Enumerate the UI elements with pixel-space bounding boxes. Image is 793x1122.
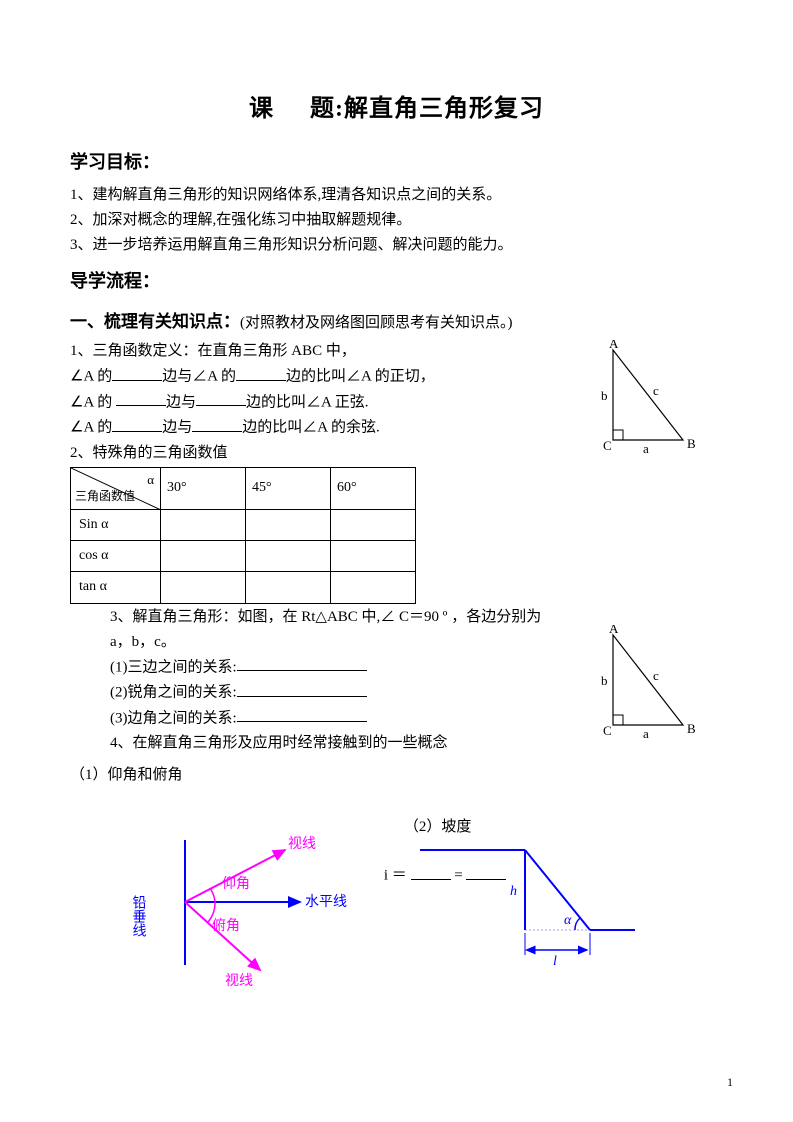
blank-field[interactable] xyxy=(112,415,162,432)
slope-l-label: l xyxy=(553,954,557,969)
table-cell[interactable] xyxy=(161,572,246,603)
blank-field[interactable] xyxy=(116,390,166,407)
slope-alpha-label: α xyxy=(564,913,572,928)
triangle-vertex-A: A xyxy=(609,625,619,636)
concept1-text: （1）仰角和俯角 xyxy=(70,763,723,787)
table-cell[interactable] xyxy=(331,509,416,540)
flow-header: 导学流程： xyxy=(70,267,723,296)
triangle-side-a: a xyxy=(643,726,649,741)
sight-line-label: 视线 xyxy=(288,836,316,852)
table-col-header: 30° xyxy=(161,467,246,509)
table-row: Sin α xyxy=(71,509,416,540)
triangle-vertex-B: B xyxy=(687,436,696,451)
elevation-angle-label: 仰角 xyxy=(222,876,250,892)
table-col-header: 60° xyxy=(331,467,416,509)
table-col-header: 45° xyxy=(246,467,331,509)
slope-h-label: h xyxy=(510,884,517,899)
elevation-angle-figure: 铅垂线 水平线 视线 视线 仰角 俯角 xyxy=(130,830,360,998)
triangle-side-b: b xyxy=(601,388,608,403)
right-triangle-figure-2: A B C a b c xyxy=(593,625,703,753)
goal-item: 2、加深对概念的理解,在强化练习中抽取解题规律。 xyxy=(70,208,723,232)
goal-item: 1、建构解直角三角形的知识网络体系,理清各知识点之间的关系。 xyxy=(70,183,723,207)
blank-field[interactable] xyxy=(112,364,162,381)
triangle-side-b: b xyxy=(601,673,608,688)
page-number: 1 xyxy=(727,1073,733,1092)
table-cell[interactable] xyxy=(331,541,416,572)
blank-field[interactable] xyxy=(192,415,242,432)
table-row: tan α xyxy=(71,572,416,603)
table-row-header: Sin α xyxy=(71,509,161,540)
table-row-header: cos α xyxy=(71,541,161,572)
title-suffix: 题:解直角三角形复习 xyxy=(310,96,544,122)
blank-field[interactable] xyxy=(237,680,367,697)
triangle-vertex-A: A xyxy=(609,340,619,351)
triangle-side-c: c xyxy=(653,668,659,683)
section1-header: 一、梳理有关知识点：(对照教材及网络图回顾思考有关知识点。) xyxy=(70,308,723,335)
table-cell[interactable] xyxy=(246,509,331,540)
triangle-side-a: a xyxy=(643,441,649,456)
goals-header: 学习目标： xyxy=(70,148,723,177)
section1-note: (对照教材及网络图回顾思考有关知识点。) xyxy=(240,315,513,331)
blank-field[interactable] xyxy=(237,706,367,723)
triangle-vertex-B: B xyxy=(687,721,696,736)
slope-figure: h l α xyxy=(410,830,650,978)
table-cell[interactable] xyxy=(246,572,331,603)
sight-line-label: 视线 xyxy=(225,973,253,989)
blank-field[interactable] xyxy=(236,364,286,381)
blank-field[interactable] xyxy=(196,390,246,407)
table-cell[interactable] xyxy=(331,572,416,603)
trig-values-table: α 三角函数值 30° 45° 60° Sin α cos α tan α xyxy=(70,467,416,604)
triangle-vertex-C: C xyxy=(603,438,612,453)
blank-field[interactable] xyxy=(237,655,367,672)
table-cell[interactable] xyxy=(161,541,246,572)
table-cell[interactable] xyxy=(246,541,331,572)
vertical-line-label: 铅垂线 xyxy=(131,895,147,937)
table-row: cos α xyxy=(71,541,416,572)
title-prefix: 课 xyxy=(249,96,274,122)
table-cell[interactable] xyxy=(161,509,246,540)
triangle-side-c: c xyxy=(653,383,659,398)
triangle-vertex-C: C xyxy=(603,723,612,738)
page-title: 课 题:解直角三角形复习 xyxy=(70,90,723,128)
right-triangle-figure-1: A B C a b c xyxy=(593,340,703,468)
table-row-header: tan α xyxy=(71,572,161,603)
table-diagonal-header: α 三角函数值 xyxy=(71,467,161,509)
horizontal-line-label: 水平线 xyxy=(305,894,347,910)
depression-angle-label: 俯角 xyxy=(212,918,240,934)
goal-item: 3、进一步培养运用解直角三角形知识分析问题、解决问题的能力。 xyxy=(70,233,723,257)
